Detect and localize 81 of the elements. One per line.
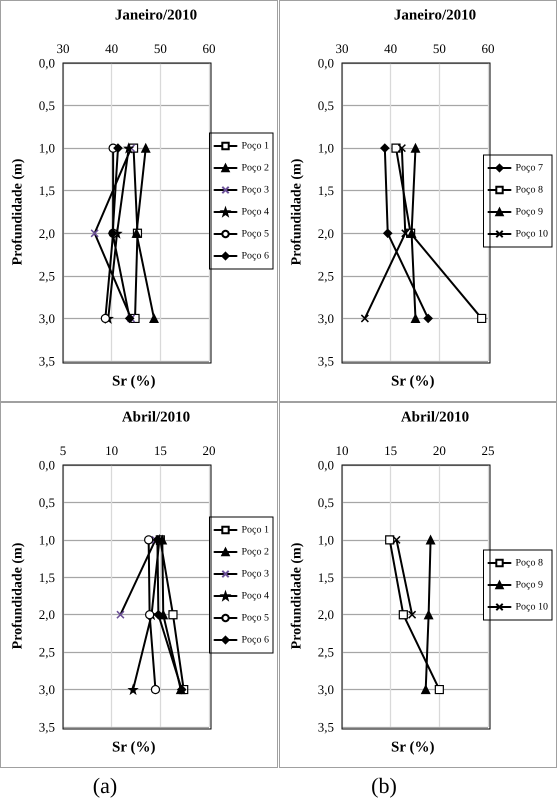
legend-label: Poço 7 [516,162,543,174]
y-tick-label: 2,5 [318,644,334,660]
y-tick-label: 2,0 [38,226,55,241]
legend-label: Poço 4 [242,206,269,218]
y-tick-label: 2,0 [38,607,55,622]
legend-label: Poço 10 [516,602,548,612]
y-tick-label: 3,5 [318,720,334,734]
x-tick-label: 25 [482,443,494,458]
legend-label: Poço 8 [516,558,543,568]
chart-title: Abril/2010 [400,410,470,426]
y-axis-title: Profundidade (m) [10,158,26,266]
legend-label: Poço 8 [516,184,543,196]
y-axis-title: Profundidade (m) [290,158,304,266]
y-tick-label: 1,5 [318,570,334,585]
y-tick-label: 1,0 [38,140,55,156]
chart-title: Abril/2010 [122,410,190,426]
text: (a) [92,772,118,800]
x-tick-label: 60 [482,41,494,56]
y-tick-label: 3,5 [38,354,55,368]
y-tick-label: 3,0 [318,682,334,698]
y-tick-label: 0,0 [318,458,334,472]
x-tick-label: 30 [336,41,348,56]
y-tick-label: 2,5 [318,268,334,284]
legend-label: Poço 5 [242,228,269,240]
y-tick-label: 1,0 [318,140,334,156]
y-tick-label: 1,5 [38,183,55,198]
legend-label: Poço 2 [242,162,269,174]
x-tick-label: 20 [432,443,446,458]
x-tick-label: 60 [202,41,216,56]
y-tick-label: 2,5 [38,268,55,284]
y-tick-label: 1,5 [38,570,55,585]
y-tick-label: 3,0 [38,310,55,326]
x-tick-label: 20 [202,443,216,458]
x-tick-label: 50 [154,41,167,56]
chart-title: Janeiro/2010 [114,8,198,24]
x-tick-label: 40 [105,41,118,56]
legend-label: Poço 9 [516,580,543,590]
y-tick-label: 1,0 [38,532,55,548]
y-tick-label: 2,0 [318,226,334,241]
x-tick-label: 50 [432,41,446,56]
legend-label: Poço 3 [242,184,269,196]
legend-label: Poço 4 [242,590,269,602]
x-tick-label: 40 [384,41,398,56]
y-tick-label: 0,5 [318,98,334,114]
y-axis-title: Profundidade (m) [10,542,26,650]
y-tick-label: 0,5 [318,494,334,510]
legend-label: Poço 6 [242,250,269,262]
legend-label: Poço 10 [516,228,548,240]
legend-label: Poço 1 [242,524,269,536]
y-tick-label: 0,0 [38,56,55,70]
y-tick-label: 3,5 [38,720,55,734]
x-tick-label: 15 [384,443,398,458]
y-tick-label: 2,0 [318,607,334,622]
y-tick-label: 0,5 [38,98,55,114]
x-axis-title: Sr (%) [112,374,156,390]
y-axis-title: Profundidade (m) [290,542,304,650]
y-tick-label: 0,0 [38,458,55,472]
y-tick-label: 3,0 [318,310,334,326]
y-tick-label: 0,5 [38,494,55,510]
x-axis-title: Sr (%) [391,740,434,756]
legend-label: Poço 6 [242,634,269,646]
chart-title: Janeiro/2010 [394,8,476,24]
legend-label: Poço 2 [242,546,269,558]
y-tick-label: 1,5 [318,183,334,198]
y-tick-label: 3,5 [318,354,334,368]
legend-label: Poço 9 [516,206,543,218]
legend-label: Poço 5 [242,612,269,624]
x-tick-label: 15 [154,443,167,458]
x-tick-label: 5 [60,443,66,458]
x-axis-title: Sr (%) [112,740,156,756]
y-tick-label: 2,5 [38,644,55,660]
x-tick-label: 10 [336,443,348,458]
legend-label: Poço 1 [242,140,269,152]
y-tick-label: 1,0 [318,532,334,548]
x-tick-label: 30 [56,41,70,56]
text: (b) [370,772,398,800]
x-axis-title: Sr (%) [391,374,434,390]
legend-label: Poço 3 [242,568,269,580]
y-tick-label: 3,0 [38,682,55,698]
y-tick-label: 0,0 [318,56,334,70]
x-tick-label: 10 [105,443,118,458]
